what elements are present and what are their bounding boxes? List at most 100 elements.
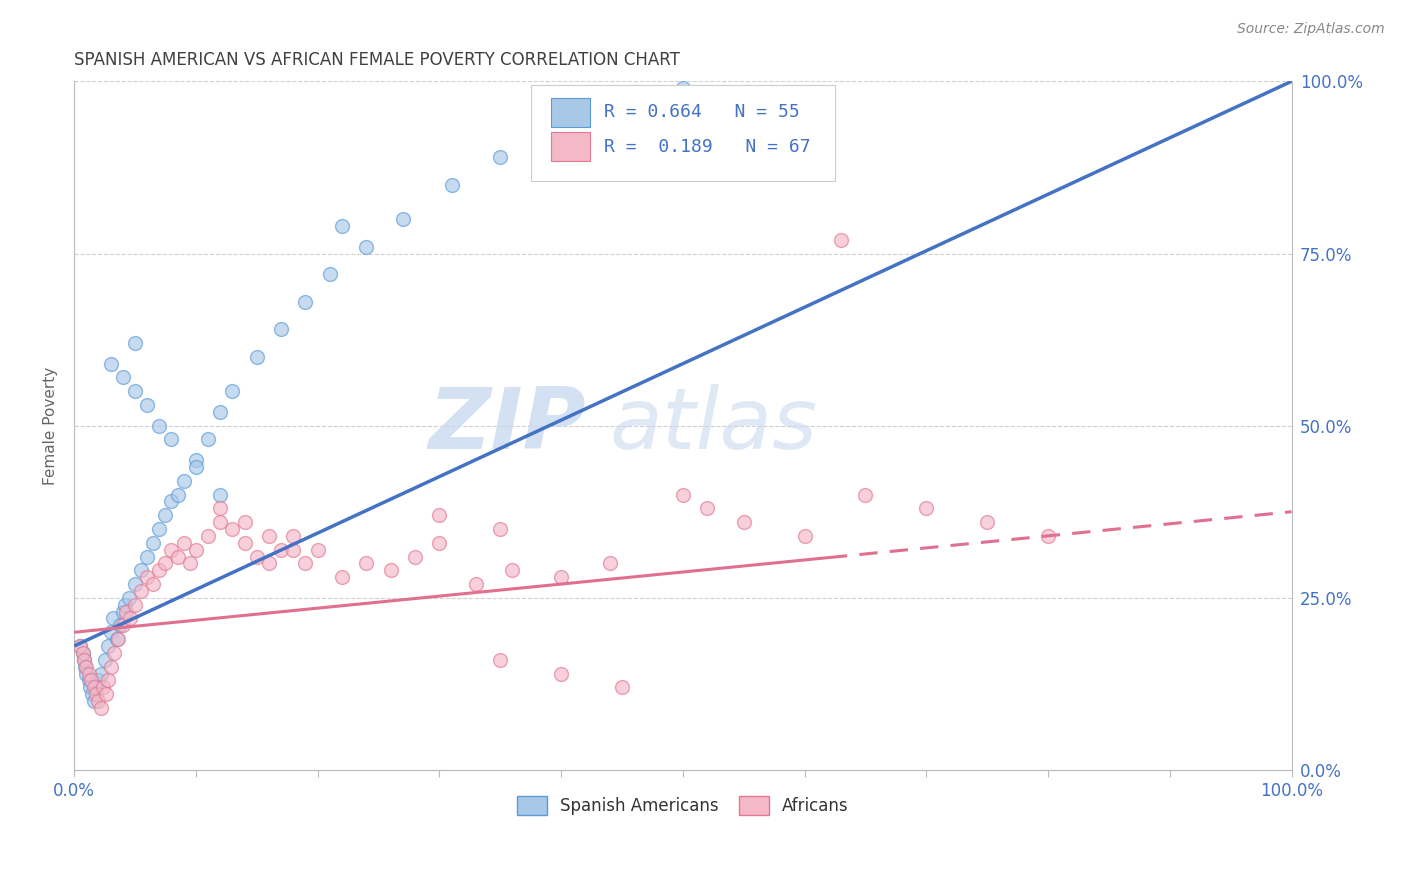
Point	[87, 673, 110, 688]
Point	[124, 577, 146, 591]
Text: Source: ZipAtlas.com: Source: ZipAtlas.com	[1237, 22, 1385, 37]
Point	[155, 508, 177, 523]
Point	[84, 687, 107, 701]
Point	[91, 681, 114, 695]
Point	[427, 535, 450, 549]
Point	[93, 653, 115, 667]
Point	[173, 535, 195, 549]
Point	[855, 487, 877, 501]
Point	[550, 570, 572, 584]
Point	[283, 529, 305, 543]
Point	[90, 701, 112, 715]
FancyBboxPatch shape	[530, 85, 835, 181]
Point	[233, 535, 256, 549]
Point	[142, 535, 165, 549]
FancyBboxPatch shape	[551, 98, 591, 127]
Point	[111, 618, 134, 632]
Point	[166, 487, 188, 501]
Point	[440, 178, 463, 192]
Point	[90, 666, 112, 681]
Point	[294, 557, 316, 571]
Point	[129, 583, 152, 598]
Point	[72, 646, 94, 660]
Point	[197, 433, 219, 447]
Point	[124, 336, 146, 351]
Text: R = 0.664   N = 55: R = 0.664 N = 55	[603, 103, 800, 121]
Point	[380, 563, 402, 577]
Point	[184, 460, 207, 475]
Point	[136, 549, 159, 564]
Point	[221, 522, 243, 536]
Point	[136, 398, 159, 412]
Point	[72, 646, 94, 660]
Point	[83, 694, 105, 708]
Point	[84, 681, 107, 695]
Point	[209, 501, 232, 516]
Point	[73, 659, 96, 673]
Point	[120, 611, 142, 625]
Point	[100, 625, 122, 640]
Point	[915, 501, 938, 516]
Point	[209, 487, 232, 501]
Text: ZIP: ZIP	[427, 384, 585, 467]
Point	[197, 529, 219, 543]
Point	[246, 549, 269, 564]
Point	[107, 632, 129, 647]
Point	[283, 542, 305, 557]
Point	[270, 322, 292, 336]
Point	[100, 659, 122, 673]
Point	[550, 666, 572, 681]
Point	[209, 515, 232, 529]
Point	[97, 673, 120, 688]
Point	[672, 487, 695, 501]
Point	[489, 653, 512, 667]
Point	[148, 522, 170, 536]
Point	[404, 549, 426, 564]
Point	[79, 681, 101, 695]
Point	[69, 639, 91, 653]
Legend: Spanish Americans, Africans: Spanish Americans, Africans	[509, 788, 858, 823]
Point	[118, 591, 141, 605]
Point	[160, 494, 183, 508]
Point	[610, 102, 633, 116]
FancyBboxPatch shape	[551, 132, 591, 161]
Point	[209, 405, 232, 419]
Point	[356, 557, 378, 571]
Point	[464, 577, 486, 591]
Point	[233, 515, 256, 529]
Point	[173, 474, 195, 488]
Point	[80, 673, 103, 688]
Point	[307, 542, 329, 557]
Point	[111, 605, 134, 619]
Point	[75, 659, 97, 673]
Point	[129, 563, 152, 577]
Point	[75, 666, 97, 681]
Point	[270, 542, 292, 557]
Point	[160, 433, 183, 447]
Point	[294, 294, 316, 309]
Point	[501, 563, 523, 577]
Point	[77, 673, 100, 688]
Point	[103, 646, 125, 660]
Point	[77, 666, 100, 681]
Point	[100, 357, 122, 371]
Point	[599, 557, 621, 571]
Point	[257, 557, 280, 571]
Point	[319, 267, 342, 281]
Text: R =  0.189   N = 67: R = 0.189 N = 67	[603, 137, 810, 156]
Point	[179, 557, 201, 571]
Point	[87, 694, 110, 708]
Point	[101, 611, 124, 625]
Point	[155, 557, 177, 571]
Point	[97, 639, 120, 653]
Point	[148, 418, 170, 433]
Point	[83, 681, 105, 695]
Point	[830, 233, 852, 247]
Point	[391, 212, 413, 227]
Point	[114, 598, 136, 612]
Point	[115, 605, 138, 619]
Point	[148, 563, 170, 577]
Point	[489, 150, 512, 164]
Point	[124, 598, 146, 612]
Point	[82, 687, 104, 701]
